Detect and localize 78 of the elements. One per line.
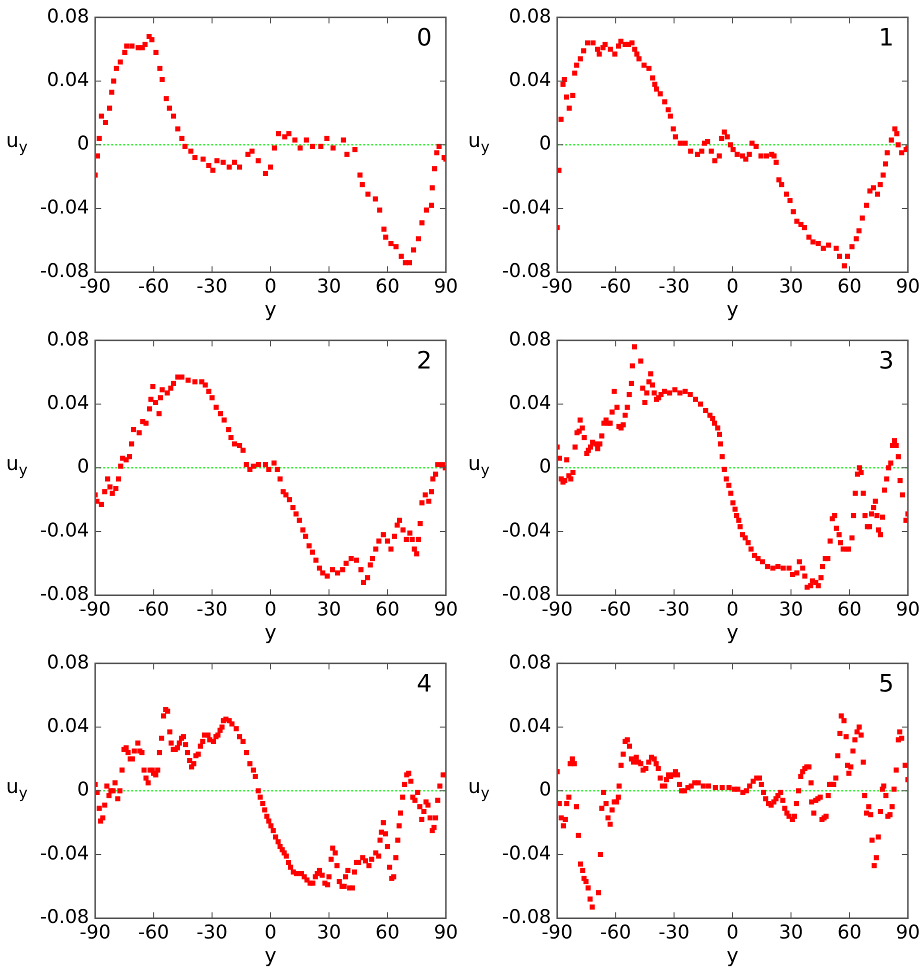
x-tick-label: 30 — [778, 276, 804, 298]
x-tick-label: 0 — [726, 922, 739, 944]
y-tick-label: 0.04 — [508, 392, 552, 414]
chart-title: 5 — [878, 670, 894, 698]
y-tick-label: -0.04 — [40, 842, 90, 864]
y-tick-label: 0.08 — [508, 328, 552, 350]
x-tick-label: -30 — [658, 598, 690, 621]
y-axis-title: u$_{y}$ — [468, 774, 490, 802]
x-tick-label: 60 — [837, 276, 862, 298]
x-axis-title: y — [264, 943, 277, 968]
x-tick-label: 90 — [434, 922, 458, 944]
y-axis-title: u$_{y}$ — [468, 451, 490, 479]
x-tick-label: 60 — [375, 276, 400, 298]
y-tick-label: 0.08 — [508, 5, 552, 28]
y-tick-label: 0 — [539, 778, 552, 801]
y-tick-label: -0.04 — [40, 196, 90, 218]
x-tick-label: 0 — [726, 598, 739, 621]
x-tick-label: 60 — [375, 922, 400, 944]
y-tick-label: 0 — [77, 132, 90, 155]
chart-title: 4 — [416, 670, 432, 698]
x-tick-label: 0 — [264, 922, 277, 944]
y-tick-label: 0.04 — [46, 392, 90, 414]
y-tick-label: 0 — [539, 132, 552, 155]
y-tick-label: 0.08 — [508, 651, 552, 674]
y-tick-label: 0.08 — [46, 328, 90, 350]
y-tick-label: 0.04 — [46, 715, 90, 738]
x-tick-label: -60 — [138, 922, 170, 944]
x-tick-label: 60 — [375, 598, 400, 621]
chart-title: 0 — [416, 24, 432, 52]
x-tick-label: -60 — [600, 276, 632, 298]
y-axis-title: u$_{y}$ — [468, 128, 490, 156]
x-tick-label: 90 — [434, 598, 458, 621]
y-tick-label: -0.04 — [40, 519, 90, 542]
x-tick-label: -30 — [196, 276, 228, 298]
x-tick-label: -60 — [138, 598, 170, 621]
y-tick-label: 0.04 — [508, 69, 552, 92]
x-axis-title: y — [726, 943, 739, 968]
y-tick-label: 0 — [77, 778, 90, 801]
x-tick-label: 30 — [316, 922, 342, 944]
x-tick-label: 30 — [316, 276, 342, 298]
y-tick-label: 0.08 — [46, 651, 90, 674]
y-axis-title: u$_{y}$ — [6, 128, 28, 156]
y-tick-label: 0 — [539, 456, 552, 478]
x-axis-title: y — [726, 620, 739, 644]
x-tick-label: 0 — [264, 276, 277, 298]
x-axis-title: y — [264, 297, 277, 322]
x-tick-label: -30 — [196, 598, 228, 621]
x-tick-label: 60 — [837, 598, 862, 621]
y-tick-label: -0.04 — [502, 196, 552, 218]
x-tick-label: 90 — [896, 598, 920, 621]
chart-title: 3 — [878, 346, 894, 375]
x-tick-label: -30 — [658, 276, 690, 298]
x-axis-title: y — [726, 297, 739, 322]
y-tick-label: 0.04 — [508, 715, 552, 738]
x-tick-label: -30 — [196, 922, 228, 944]
x-tick-label: 30 — [316, 598, 342, 621]
x-tick-label: 30 — [778, 598, 804, 621]
x-tick-label: 0 — [264, 598, 277, 621]
x-tick-label: 90 — [434, 276, 458, 298]
y-tick-label: 0.08 — [46, 5, 90, 28]
x-tick-label: 30 — [778, 922, 804, 944]
y-tick-label: -0.04 — [502, 842, 552, 864]
y-tick-label: -0.04 — [502, 519, 552, 542]
x-tick-label: -60 — [600, 598, 632, 621]
y-tick-label: 0 — [77, 456, 90, 478]
x-tick-label: -60 — [600, 922, 632, 944]
x-tick-label: -60 — [138, 276, 170, 298]
x-tick-label: 90 — [896, 922, 920, 944]
chart-title: 1 — [878, 24, 894, 52]
x-tick-label: 60 — [837, 922, 862, 944]
x-tick-label: -30 — [658, 922, 690, 944]
y-axis-title: u$_{y}$ — [6, 451, 28, 479]
y-axis-title: u$_{y}$ — [6, 774, 28, 802]
x-tick-label: 90 — [896, 276, 920, 298]
y-tick-label: 0.04 — [46, 69, 90, 92]
x-axis-title: y — [264, 620, 277, 644]
x-tick-label: 0 — [726, 276, 739, 298]
chart-title: 2 — [416, 346, 432, 375]
